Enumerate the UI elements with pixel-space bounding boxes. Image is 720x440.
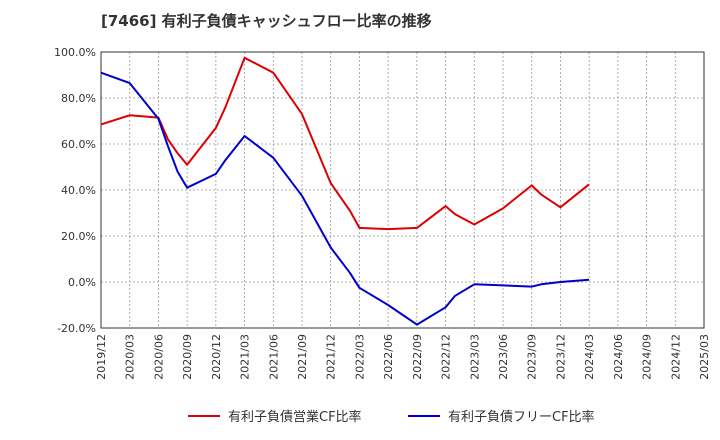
x-tick-label: 2025/03 [698,334,711,380]
x-tick-label: 2022/03 [353,334,366,380]
x-tick-label: 2022/06 [382,334,395,380]
x-tick-label: 2021/09 [296,334,309,380]
x-tick-label: 2020/03 [124,334,137,380]
chart-title: [7466] 有利子負債キャッシュフロー比率の推移 [101,12,432,30]
axes: 2019/12 2020/03 2020/06 2020/09 2020/12 2021/… [54,46,711,380]
x-tick-label: 2020/12 [210,334,223,380]
x-tick-label: 2023/09 [526,334,539,380]
x-tick-label: 2024/03 [583,334,596,380]
x-tick-label: 2024/12 [669,334,682,380]
x-tick-label: 2024/06 [612,334,625,380]
x-tick-label: 2023/03 [468,334,481,380]
x-tick-label: 2020/06 [152,334,165,380]
x-tick-label: 2021/12 [325,334,338,380]
y-tick-label: 80.0% [61,92,96,105]
x-tick-label: 2019/12 [95,334,108,380]
x-tick-label: 2022/12 [440,334,453,380]
legend-label: 有利子負債営業CF比率 [228,409,362,425]
y-tick-label: 60.0% [61,138,96,151]
plot-frame [100,51,705,329]
y-tick-label: 0.0% [68,276,96,289]
x-tick-label: 2023/12 [554,334,567,380]
legend: 有利子負債営業CF比率 有利子負債フリーCF比率 [188,409,595,425]
x-tick-label: 2023/06 [497,334,510,380]
legend-label: 有利子負債フリーCF比率 [448,409,595,425]
y-tick-label: 40.0% [61,184,96,197]
x-tick-label: 2021/03 [239,334,252,380]
y-tick-label: 20.0% [61,230,96,243]
series-line-free-cf [100,71,590,326]
series-layer [100,56,590,326]
y-tick-label: -20.0% [57,322,96,335]
x-tick-label: 2022/09 [411,334,424,380]
x-tick-label: 2024/09 [641,334,654,380]
grid [101,52,704,328]
x-tick-label: 2021/06 [267,334,280,380]
y-tick-label: 100.0% [54,46,96,59]
series-line-operating-cf [100,56,590,231]
x-tick-label: 2020/09 [181,334,194,380]
